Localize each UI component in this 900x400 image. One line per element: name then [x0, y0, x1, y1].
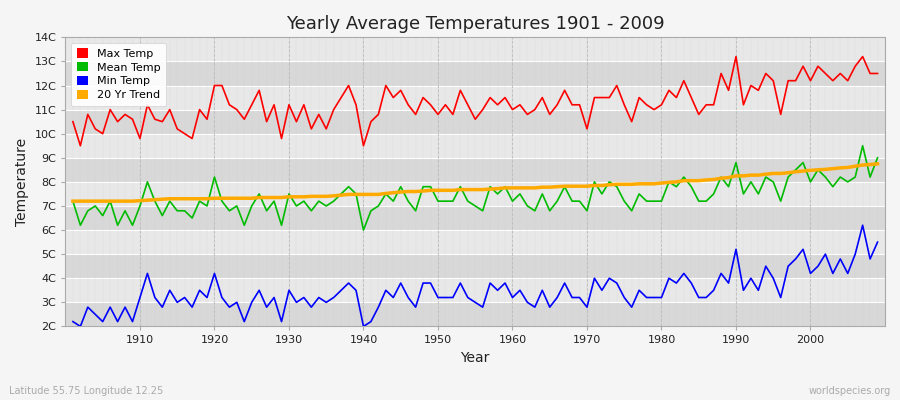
Legend: Max Temp, Mean Temp, Min Temp, 20 Yr Trend: Max Temp, Mean Temp, Min Temp, 20 Yr Tre…	[71, 43, 166, 106]
Bar	[66, 158, 885, 182]
Bar	[66, 37, 885, 62]
Bar	[66, 206, 885, 230]
Bar	[66, 134, 885, 158]
Bar	[66, 62, 885, 86]
Bar	[66, 110, 885, 134]
X-axis label: Year: Year	[461, 351, 490, 365]
Y-axis label: Temperature: Temperature	[15, 138, 29, 226]
Bar	[66, 302, 885, 326]
Bar	[66, 254, 885, 278]
Text: worldspecies.org: worldspecies.org	[809, 386, 891, 396]
Bar	[66, 230, 885, 254]
Bar	[66, 278, 885, 302]
Text: Latitude 55.75 Longitude 12.25: Latitude 55.75 Longitude 12.25	[9, 386, 163, 396]
Title: Yearly Average Temperatures 1901 - 2009: Yearly Average Temperatures 1901 - 2009	[286, 15, 664, 33]
Bar	[66, 182, 885, 206]
Bar	[66, 86, 885, 110]
